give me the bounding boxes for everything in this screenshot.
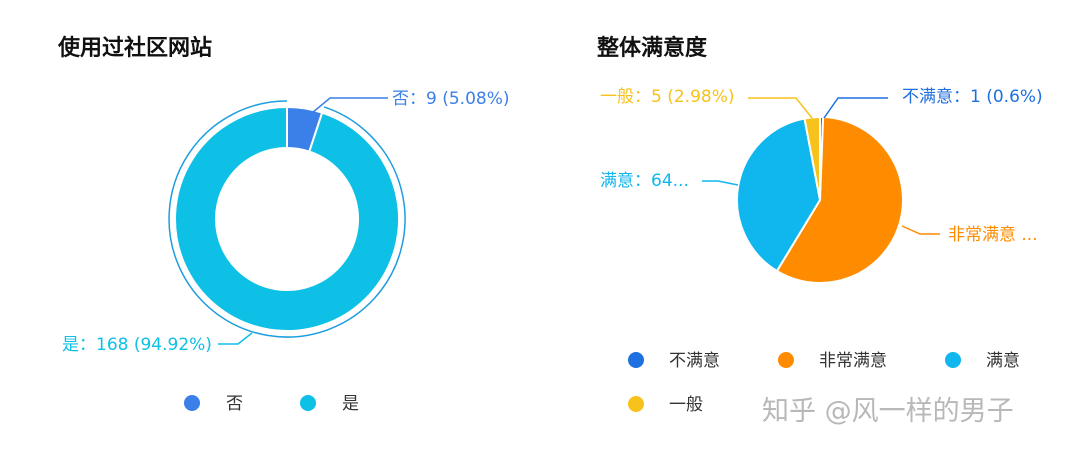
chart2-label-very-satisfied: 非常满意 ...	[948, 225, 1038, 245]
chart1-emphasis-ring	[168, 100, 406, 338]
chart1-callout-line-no	[305, 97, 388, 119]
chart1-slice-1[interactable]	[174, 105, 401, 332]
chart2-slice-2[interactable]	[736, 117, 822, 273]
watermark-text: 知乎 @风一样的男子	[762, 396, 1014, 427]
chart2-callout-line-dissatisfied	[823, 97, 888, 119]
chart1-legend-marker-yes[interactable]	[300, 395, 316, 411]
chart2-legend-marker-average[interactable]	[628, 396, 644, 412]
chart2-callout-line-very-satisfied	[901, 225, 940, 235]
chart2-legend-marker-satisfied[interactable]	[945, 352, 961, 368]
chart2-legend-label-satisfied[interactable]: 满意	[986, 351, 1020, 371]
chart2-legend-marker-very-satisfied[interactable]	[778, 352, 794, 368]
chart1-label-no: 否：9 (5.08%)	[392, 89, 510, 109]
chart2-legend-label-average[interactable]: 一般	[669, 395, 703, 415]
chart2-pie	[736, 115, 904, 284]
chart1-label-yes: 是：168 (94.92%)	[62, 335, 212, 355]
chart2-legend-label-very-satisfied[interactable]: 非常满意	[819, 351, 887, 371]
chart1-legend-label-no[interactable]: 否	[226, 394, 243, 414]
chart2-label-satisfied: 满意：64...	[600, 171, 689, 191]
chart1-title: 使用过社区网站	[57, 35, 212, 61]
chart2-legend-label-dissatisfied[interactable]: 不满意	[669, 351, 720, 371]
chart2-callout-line-average	[748, 97, 813, 119]
chart2-slice-1[interactable]	[775, 116, 904, 284]
chart1-donut	[174, 105, 401, 332]
chart1-callout-line-yes	[218, 332, 253, 345]
chart2-callout-line-satisfied	[702, 180, 739, 186]
chart1-legend-label-yes[interactable]: 是	[342, 394, 359, 414]
chart1-legend-marker-no[interactable]	[184, 395, 200, 411]
chart2-label-average: 一般：5 (2.98%)	[600, 87, 735, 107]
chart2-legend-marker-dissatisfied[interactable]	[628, 352, 644, 368]
chart2-title: 整体满意度	[597, 35, 708, 61]
chart2-label-dissatisfied: 不满意：1 (0.6%)	[902, 87, 1043, 107]
